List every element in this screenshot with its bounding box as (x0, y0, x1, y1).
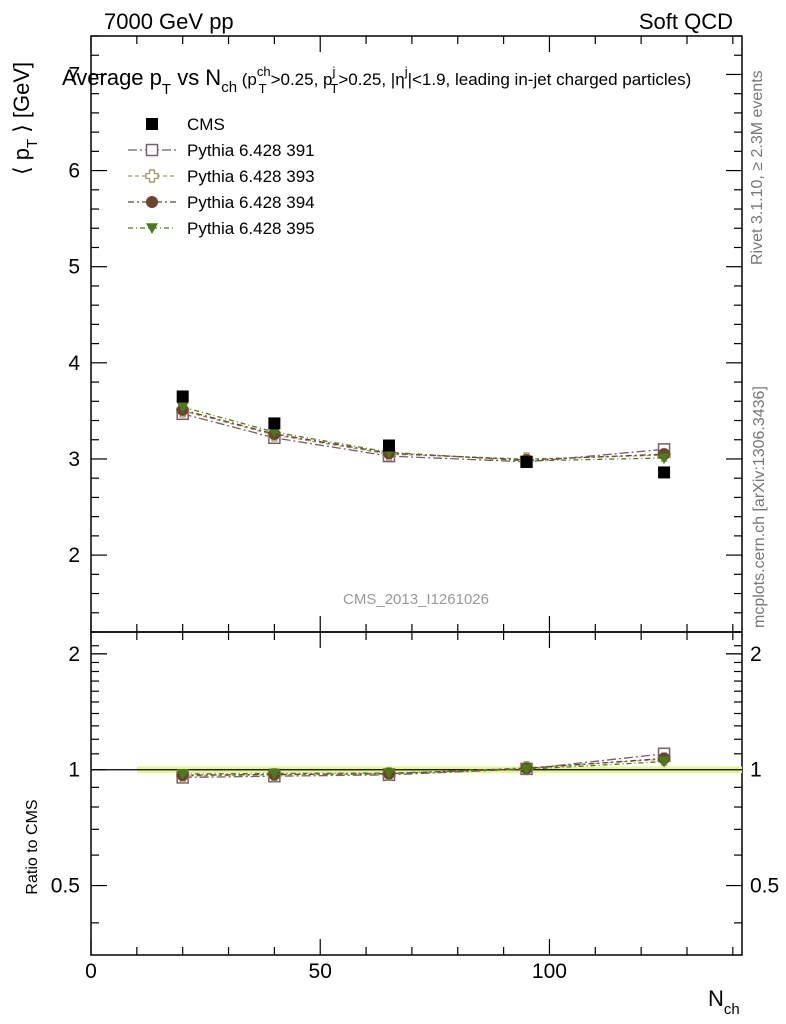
legend-label-cms: CMS (187, 115, 225, 134)
ratio-axis-label: Ratio to CMS (24, 799, 41, 894)
title-cuts: (p (237, 70, 257, 89)
y-tick-label: 6 (68, 160, 80, 183)
header-energy: 7000 GeV pp (104, 9, 234, 34)
y-tick-label: 7 (68, 63, 80, 86)
ratio-tick-label: 2 (68, 643, 80, 666)
legend-marker-pythia-6-428-393 (145, 169, 159, 183)
ratio-tick-label-right: 2 (750, 643, 762, 666)
series-line-pythia-6-428-395 (182, 406, 665, 462)
point-cms (382, 439, 395, 452)
title-main: Average p (62, 65, 162, 90)
y-tick-label: 2 (68, 544, 80, 567)
legend-marker-pythia-6-428-391 (145, 143, 159, 157)
ratio-point-pythia-6-428-395 (268, 768, 281, 780)
title-ptch-sup: ch (257, 64, 271, 79)
header-category: Soft QCD (639, 9, 733, 34)
legend-marker-cms (146, 118, 158, 130)
legend: CMS Pythia 6.428 391 Pythia 6.428 393 Pythi… (128, 115, 315, 238)
x-label-main: N (708, 986, 724, 1011)
legend-marker-pythia-6-428-394 (146, 196, 158, 208)
y-axis-label: ⟨ pT ⟩ [GeV] (9, 62, 41, 175)
title-ptch-sub: T (259, 81, 267, 96)
ratio-point-pythia-6-428-395 (520, 764, 533, 776)
point-pythia-6-428-395 (658, 453, 671, 465)
analysis-watermark: CMS_2013_I1261026 (343, 591, 489, 608)
series-line-pythia-6-428-394 (182, 409, 665, 461)
point-pythia-6-428-395 (176, 402, 189, 414)
title-sub-ch: ch (221, 79, 237, 96)
title-ptj-sup: j (332, 64, 336, 79)
y-label-main: ⟨ p (9, 148, 34, 175)
mcplots-label: mcplots.cern.ch [arXiv:1306.3436] (751, 386, 768, 628)
y-tick-label: 5 (68, 256, 80, 279)
title-sub-t: T (162, 81, 171, 98)
point-pythia-6-428-395 (268, 427, 281, 439)
legend-label-pythia-6-428-394: Pythia 6.428 394 (187, 193, 315, 212)
x-tick-label: 100 (532, 960, 567, 983)
ratio-panel: 0 50 100 0.5 0.5 1 1 2 2 (51, 631, 779, 983)
chart-title: Average pT vs Nch (pch T >0.25, pj T>0.25, … (62, 64, 691, 98)
point-cms (176, 390, 189, 403)
legend-label-pythia-6-428-393: Pythia 6.428 393 (187, 167, 315, 186)
title-tail: |<1.9, leading in-jet charged particles) (408, 70, 692, 89)
ratio-tick-label-right: 1 (750, 759, 762, 782)
title-ptj-val: >0.25, |η (338, 70, 404, 89)
y-tick-label: 3 (68, 448, 80, 471)
x-tick-label: 50 (309, 960, 332, 983)
point-cms (658, 466, 671, 479)
legend-marker-pythia-6-428-395 (146, 223, 158, 234)
title-ptj-sub: T (330, 81, 338, 96)
ratio-frame (90, 631, 743, 956)
ratio-point-pythia-6-428-395 (658, 756, 671, 768)
ratio-point-pythia-6-428-395 (382, 768, 395, 780)
legend-label-pythia-6-428-391: Pythia 6.428 391 (187, 141, 315, 160)
title-vs: vs N (171, 65, 221, 90)
y-tick-label: 4 (68, 352, 80, 375)
legend-label-pythia-6-428-395: Pythia 6.428 395 (187, 219, 315, 238)
rivet-label: Rivet 3.1.10, ≥ 2.3M events (749, 70, 766, 265)
title-eta-sup: j (404, 64, 408, 79)
point-cms (520, 455, 533, 468)
series-line-pythia-6-428-391 (182, 413, 665, 463)
y-label-sub: T (24, 139, 41, 148)
x-axis-label: Nch (708, 986, 740, 1018)
ratio-tick-label: 0.5 (51, 875, 80, 898)
point-cms (268, 417, 281, 430)
main-panel: 2 3 4 5 6 7 (68, 35, 743, 633)
title-ptch-val: >0.25, p (271, 70, 333, 89)
x-tick-label: 0 (85, 960, 97, 983)
series-line-pythia-6-428-393 (182, 410, 665, 460)
ratio-tick-label-right: 0.5 (750, 875, 779, 898)
ratio-point-pythia-6-428-395 (176, 769, 189, 780)
y-label-tail: ⟩ [GeV] (9, 62, 34, 139)
ratio-tick-label: 1 (68, 759, 80, 782)
x-label-sub: ch (724, 1001, 740, 1018)
